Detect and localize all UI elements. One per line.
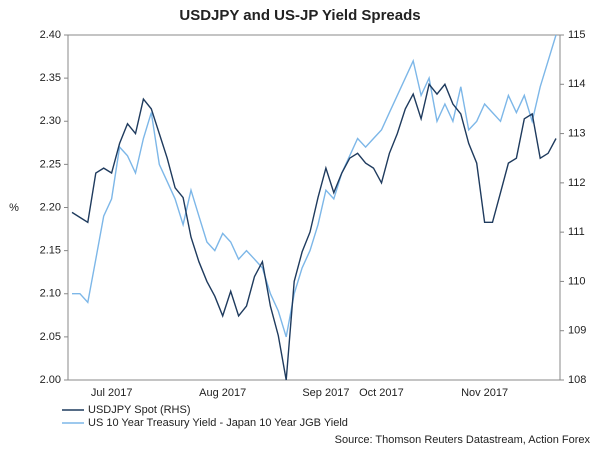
legend-label: US 10 Year Treasury Yield - Japan 10 Yea… bbox=[88, 417, 348, 429]
source: Source: Thomson Reuters Datastream, Acti… bbox=[335, 434, 591, 446]
y2-tick-label: 112 bbox=[568, 177, 586, 189]
chart-title: USDJPY and US-JP Yield Spreads bbox=[179, 7, 420, 24]
y-tick-label: 2.00 bbox=[40, 374, 61, 386]
series-line bbox=[72, 34, 557, 338]
series-line bbox=[71, 82, 557, 381]
y2-tick-label: 109 bbox=[568, 325, 586, 337]
y-tick-label: 2.40 bbox=[40, 29, 61, 41]
legend-label: USDJPY Spot (RHS) bbox=[88, 404, 191, 416]
y-tick-label: 2.25 bbox=[40, 158, 61, 170]
y2-tick-label: 114 bbox=[568, 78, 586, 90]
y-tick-label: 2.35 bbox=[40, 72, 61, 84]
y-tick-label: 2.05 bbox=[40, 331, 61, 343]
x-tick-label: Sep 2017 bbox=[302, 387, 349, 399]
plot-frame bbox=[67, 34, 561, 381]
x-tick-label: Nov 2017 bbox=[461, 387, 508, 399]
y-tick-label: 2.10 bbox=[40, 288, 61, 300]
y-tick-label: 2.30 bbox=[40, 115, 61, 127]
y2-tick-label: 111 bbox=[568, 226, 585, 238]
x-tick-label: Jul 2017 bbox=[91, 387, 133, 399]
y2-tick-label: 113 bbox=[568, 127, 586, 139]
y-axis-label: % bbox=[9, 202, 19, 214]
x-tick-label: Oct 2017 bbox=[359, 387, 404, 399]
y2-tick-label: 110 bbox=[568, 275, 586, 287]
y-tick-label: 2.20 bbox=[40, 201, 61, 213]
x-tick-label: Aug 2017 bbox=[199, 387, 246, 399]
y2-tick-label: 115 bbox=[568, 29, 586, 41]
y2-tick-label: 108 bbox=[568, 374, 586, 386]
y-tick-label: 2.15 bbox=[40, 245, 61, 257]
